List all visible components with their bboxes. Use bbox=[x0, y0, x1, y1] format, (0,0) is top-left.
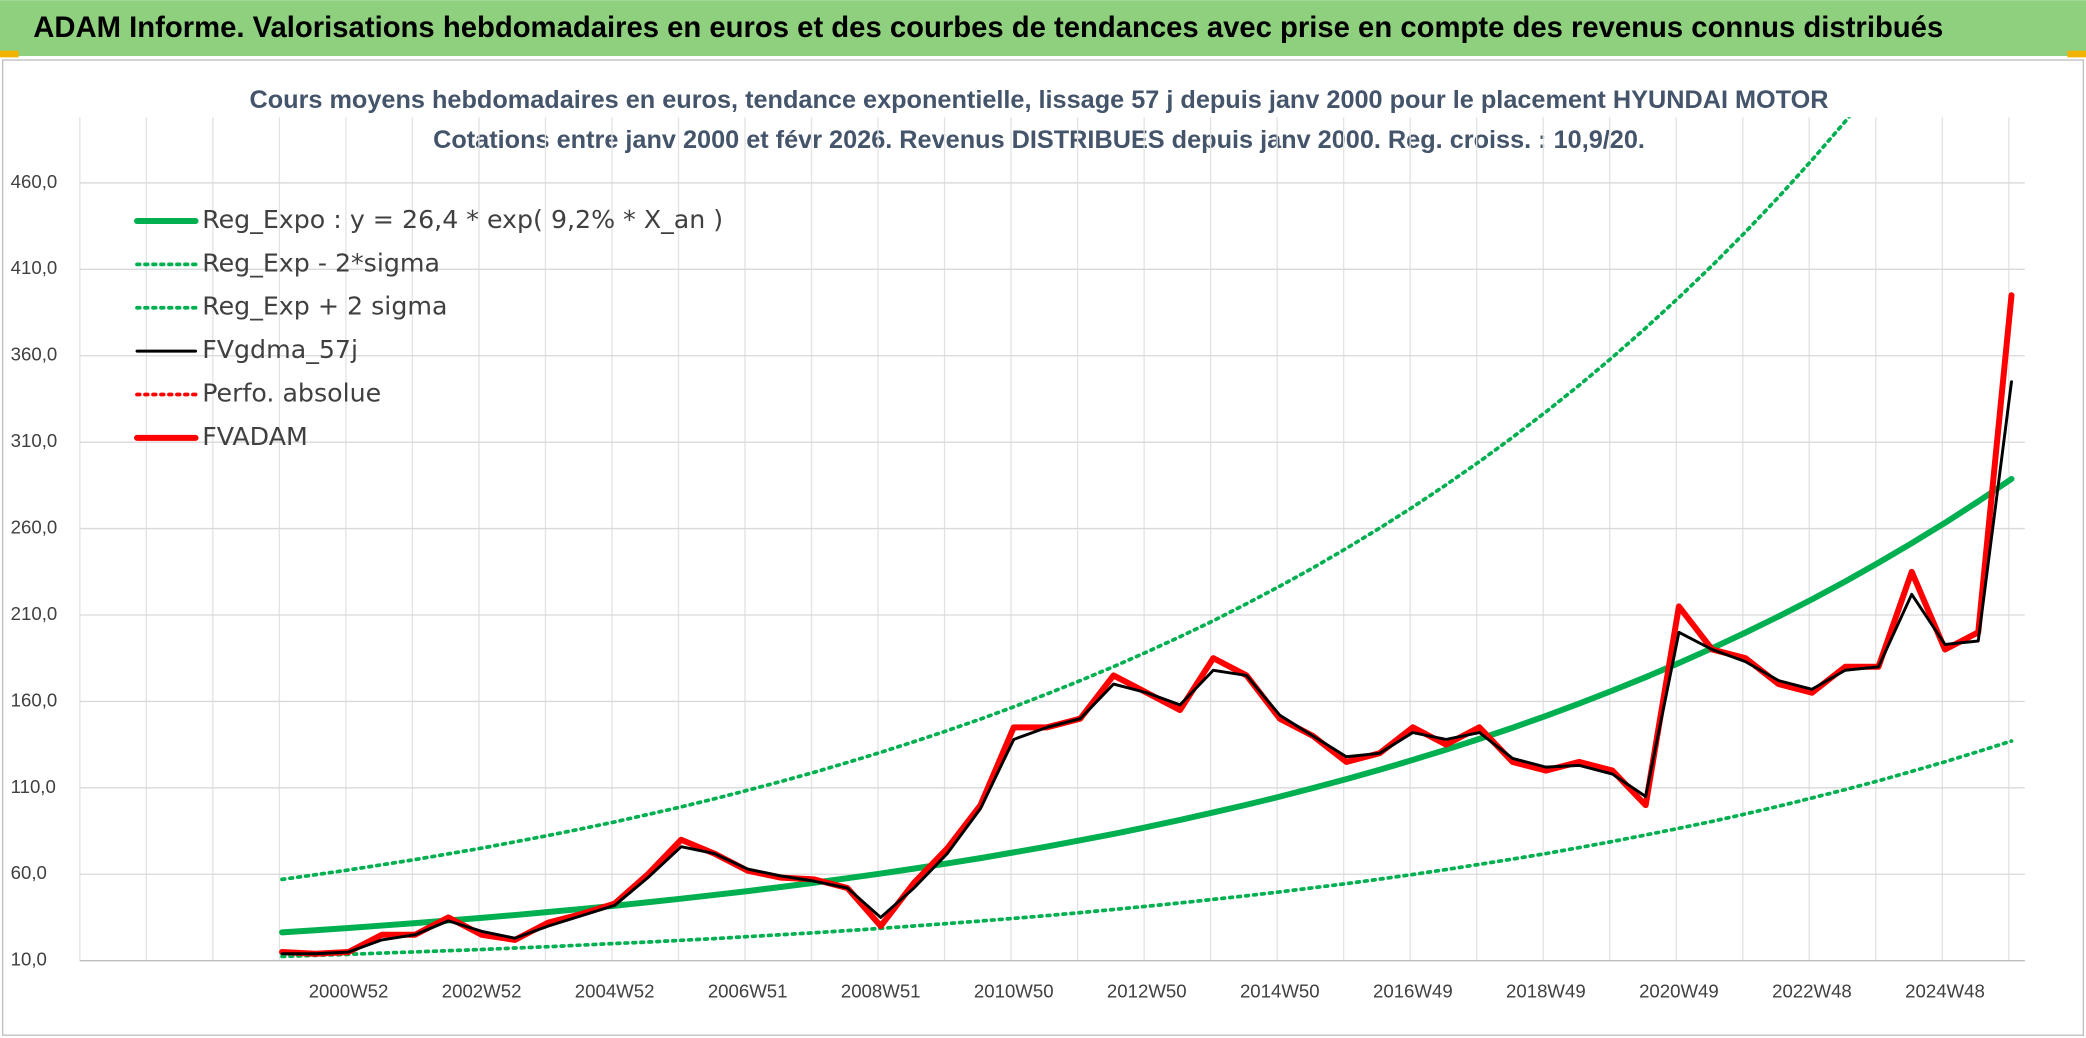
series-line bbox=[280, 739, 2014, 959]
y-tick-label: 260,0 bbox=[11, 517, 58, 538]
chart-title: Cours moyens hebdomadaires en euros, ten… bbox=[249, 86, 1828, 114]
x-tick-label: 2020W49 bbox=[1639, 981, 1719, 1002]
x-tick-label: 2018W49 bbox=[1506, 981, 1586, 1002]
series-line bbox=[279, 475, 2015, 936]
y-tick-label: 10,0 bbox=[11, 949, 47, 970]
x-tick-label: 2004W52 bbox=[575, 981, 655, 1002]
legend: Reg_Expo : y = 26,4 * exp( 9,2% * X_an )… bbox=[134, 205, 723, 451]
y-tick-label: 460,0 bbox=[11, 171, 58, 192]
y-tick-label: 60,0 bbox=[11, 862, 47, 883]
x-tick-label: 2008W51 bbox=[841, 981, 921, 1002]
grid: 10,0 60,0 110,0 160,0 210,0 260,0 310,0 360,0 41… bbox=[11, 117, 2025, 1002]
header-band bbox=[0, 0, 2086, 57]
series-line bbox=[280, 117, 1852, 882]
corner-mark bbox=[0, 50, 19, 58]
chart-frame bbox=[1, 59, 2085, 1036]
x-tick-label: 2012W50 bbox=[1107, 981, 1187, 1002]
legend-label: FVgdma_57j bbox=[202, 335, 358, 364]
x-tick-label: 2006W51 bbox=[708, 981, 788, 1002]
corner-mark bbox=[2067, 50, 2086, 58]
y-tick-label: 160,0 bbox=[11, 689, 58, 710]
y-tick-label: 110,0 bbox=[11, 776, 56, 797]
y-tick-label: 210,0 bbox=[11, 603, 58, 624]
legend-label: Reg_Exp - 2*sigma bbox=[202, 248, 440, 277]
header-title: ADAM Informe. Valorisations hebdomadaire… bbox=[33, 12, 1943, 44]
x-tick-label: 2014W50 bbox=[1240, 981, 1320, 1002]
y-tick-label: 310,0 bbox=[11, 430, 58, 451]
plot-lines bbox=[279, 117, 2015, 959]
legend-label: Reg_Expo : y = 26,4 * exp( 9,2% * X_an ) bbox=[202, 205, 723, 234]
series-line bbox=[280, 380, 2013, 956]
legend-label: Perfo. absolue bbox=[202, 378, 381, 407]
x-tick-label: 2002W52 bbox=[442, 981, 522, 1002]
x-tick-label: 2022W48 bbox=[1772, 981, 1852, 1002]
chart-subtitle: Cotations entre janv 2000 et févr 2026. … bbox=[433, 126, 1645, 154]
y-tick-label: 360,0 bbox=[11, 344, 58, 365]
legend-label: Reg_Exp + 2 sigma bbox=[202, 292, 447, 321]
legend-label: FVADAM bbox=[202, 422, 308, 451]
x-tick-label: 2000W52 bbox=[309, 981, 389, 1002]
x-tick-label: 2016W49 bbox=[1373, 981, 1453, 1002]
x-tick-label: 2024W48 bbox=[1905, 981, 1985, 1002]
y-tick-label: 410,0 bbox=[11, 257, 58, 278]
x-tick-label: 2010W50 bbox=[974, 981, 1054, 1002]
